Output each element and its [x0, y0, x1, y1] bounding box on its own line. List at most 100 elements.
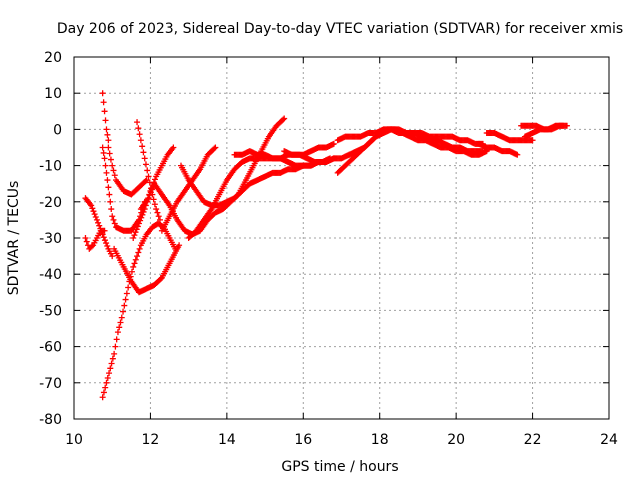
data-point: [138, 214, 145, 221]
y-tick-label: -30: [39, 231, 62, 247]
y-tick-label: -80: [39, 412, 62, 428]
data-point: [134, 253, 141, 260]
data-point: [102, 384, 109, 391]
data-point: [156, 216, 163, 223]
x-tick-label: 16: [294, 432, 312, 448]
data-point: [90, 208, 97, 215]
data-point: [109, 162, 116, 169]
series-arc-13: [185, 155, 337, 241]
data-point: [111, 172, 118, 179]
data-point: [130, 263, 137, 270]
data-point: [89, 205, 96, 212]
data-point: [88, 243, 95, 250]
data-point: [131, 232, 138, 239]
data-point: [131, 260, 138, 267]
data-point: [121, 302, 128, 309]
data-point: [108, 360, 115, 367]
data-point: [109, 355, 116, 362]
chart-title: Day 206 of 2023, Sidereal Day-to-day VTE…: [57, 21, 623, 37]
data-point: [120, 308, 127, 315]
series-arc-7: [99, 220, 179, 401]
data-point: [109, 213, 116, 220]
data-point: [135, 125, 142, 132]
data-point: [155, 213, 162, 220]
data-point: [92, 214, 99, 221]
data-point: [136, 245, 143, 252]
data-point: [100, 99, 107, 106]
data-point: [150, 196, 157, 203]
data-point: [154, 209, 161, 216]
data-point: [99, 394, 106, 401]
data-point: [327, 155, 334, 162]
data-point: [117, 319, 124, 326]
data-point: [93, 216, 100, 223]
data-point: [109, 253, 116, 260]
data-point: [100, 389, 107, 396]
series-arc-2: [82, 227, 108, 252]
data-point: [113, 336, 120, 343]
data-point: [105, 137, 112, 144]
data-point: [100, 149, 107, 156]
series-arc-19: [483, 130, 536, 144]
data-point: [143, 177, 150, 184]
data-point: [172, 245, 179, 252]
data-point: [134, 223, 141, 230]
data-point: [110, 216, 117, 223]
data-point: [106, 150, 113, 157]
data-point: [99, 90, 106, 97]
tick-labels: 10 12 14 16 18 20 22 24 20 10 0 -10 -20 -30 -40 -50 -60 -…: [39, 50, 618, 448]
data-point: [140, 208, 147, 215]
data-point: [103, 169, 110, 176]
data-point: [127, 273, 134, 280]
data-point: [103, 240, 110, 247]
y-tick-label: -70: [39, 376, 62, 392]
y-tick-label: 20: [44, 50, 62, 66]
y-tick-label: -20: [39, 195, 62, 211]
data-point: [91, 211, 98, 218]
data-point: [104, 131, 111, 138]
y-tick-label: -50: [39, 303, 62, 319]
data-point: [142, 161, 149, 168]
data-point: [112, 343, 119, 350]
y-tick-label: -60: [39, 340, 62, 356]
data-point: [108, 206, 115, 213]
data-point: [157, 275, 164, 282]
data-point: [135, 249, 142, 256]
data-point: [130, 235, 137, 241]
data-point: [330, 140, 337, 147]
plot-frame: [73, 56, 610, 420]
data-point: [212, 144, 219, 151]
data-point: [125, 284, 132, 291]
data-point: [281, 115, 288, 122]
data-point: [144, 167, 151, 174]
series-arc-20: [476, 140, 521, 158]
x-tick-label: 14: [218, 432, 236, 448]
data-point: [105, 184, 112, 191]
data-point: [88, 202, 95, 209]
data-point: [560, 122, 567, 129]
data-point: [101, 237, 108, 244]
data-point: [139, 143, 146, 150]
series-arc-5: [105, 144, 150, 198]
series-arc-8: [134, 119, 163, 223]
data-point: [514, 151, 521, 158]
data-point: [107, 156, 114, 163]
y-tick-label: 10: [44, 86, 62, 102]
data-point: [106, 370, 113, 377]
data-point: [101, 108, 108, 115]
x-tick-label: 18: [371, 432, 389, 448]
x-tick-label: 12: [142, 432, 160, 448]
data-points: [82, 90, 570, 401]
data-point: [96, 222, 103, 229]
data-point: [176, 242, 183, 249]
data-point: [134, 119, 141, 126]
y-tick-label: -40: [39, 267, 62, 283]
data-point: [170, 144, 177, 151]
data-point: [83, 238, 90, 245]
data-point: [103, 379, 110, 386]
data-point: [529, 137, 536, 144]
data-point: [107, 198, 114, 205]
data-point: [147, 189, 154, 196]
data-point: [145, 195, 152, 202]
